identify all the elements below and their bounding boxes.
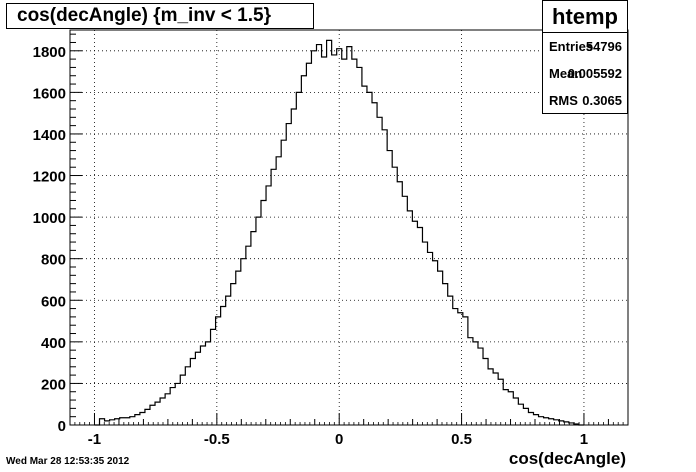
x-tick-label: 0 — [335, 431, 343, 448]
stats-value-rms: 0.3065 — [582, 93, 622, 108]
stats-row-rms: RMS 0.3065 — [543, 87, 627, 114]
chart-title: cos(decAngle) {m_inv < 1.5} — [6, 3, 314, 29]
y-tick-label: 1600 — [33, 85, 66, 102]
stats-value-mean: 0.005592 — [567, 66, 622, 81]
y-tick-label: 1400 — [33, 127, 66, 144]
timestamp: Wed Mar 28 12:53:35 2012 — [6, 456, 130, 467]
x-tick-label: -0.5 — [204, 431, 230, 448]
y-tick-label: 600 — [41, 293, 66, 310]
y-tick-label: 800 — [41, 252, 66, 269]
stats-title: htemp — [543, 1, 627, 33]
x-axis-label: cos(decAngle) — [508, 449, 626, 468]
stats-box: htemp Entries 54796 Mean 0.005592 RMS 0.… — [542, 0, 628, 114]
y-tick-label: 1000 — [33, 210, 66, 227]
y-tick-label: 1200 — [33, 169, 66, 186]
y-tick-label: 1800 — [33, 44, 66, 61]
stats-label-rms: RMS — [549, 93, 578, 108]
grid-lines — [70, 30, 628, 425]
x-tick-label: 0.5 — [451, 431, 472, 448]
y-tick-label: 400 — [41, 335, 66, 352]
histogram-line — [94, 39, 584, 426]
stats-value-entries: 54796 — [585, 39, 622, 54]
x-tick-label: -1 — [88, 431, 101, 448]
stats-label-entries: Entries — [549, 39, 594, 54]
stats-row-mean: Mean 0.005592 — [543, 60, 627, 87]
x-tick-label: 1 — [580, 431, 588, 448]
stats-label-mean: Mean — [549, 66, 583, 81]
y-tick-label: 0 — [58, 418, 66, 435]
axes: 0 200 400 600 800 1000 1200 1400 1600 1800 -1 -0.5 0… — [33, 33, 624, 448]
stats-row-entries: Entries 54796 — [543, 33, 627, 60]
y-tick-label: 200 — [41, 376, 66, 393]
